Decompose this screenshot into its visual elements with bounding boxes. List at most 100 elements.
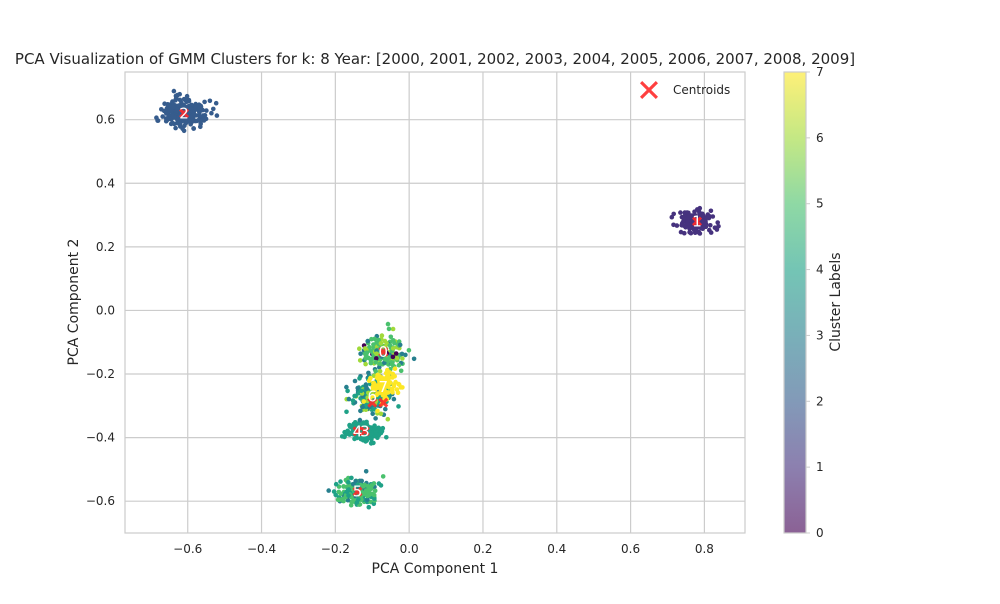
data-point [390, 326, 396, 332]
grid-lines [125, 72, 745, 533]
data-point [385, 374, 391, 380]
data-point [340, 496, 346, 502]
data-point [164, 111, 169, 116]
data-point [331, 489, 337, 494]
data-point [200, 107, 205, 113]
data-point [344, 384, 349, 390]
data-point [377, 361, 383, 367]
data-point [207, 98, 213, 104]
data-point [368, 484, 374, 490]
data-point [165, 117, 170, 123]
data-point [358, 351, 363, 357]
data-point [211, 106, 216, 112]
data-point [385, 416, 391, 422]
cluster-label: 4 [353, 422, 363, 440]
data-point [671, 211, 676, 217]
data-point [350, 398, 356, 403]
data-point [198, 124, 203, 130]
data-point [363, 439, 368, 444]
data-point [357, 417, 363, 423]
data-point [170, 104, 176, 110]
data-point [687, 229, 692, 235]
data-point [361, 484, 366, 489]
x-tick-label: 0.6 [621, 542, 640, 556]
data-point [341, 484, 346, 489]
colorbar-label: Cluster Labels [828, 252, 844, 351]
data-point [700, 222, 706, 228]
data-point [386, 384, 391, 390]
data-point [368, 360, 374, 366]
data-point [367, 344, 372, 350]
data-point [366, 504, 372, 510]
data-point [362, 346, 368, 351]
y-axis-label: PCA Component 2 [66, 239, 82, 366]
data-point [671, 222, 676, 228]
data-point [708, 223, 713, 228]
data-point [176, 121, 181, 126]
data-point [338, 479, 343, 484]
data-point [406, 348, 412, 353]
data-point [375, 408, 380, 414]
data-point [396, 382, 402, 387]
data-point [162, 101, 167, 106]
data-point [368, 375, 373, 381]
data-point [360, 404, 365, 410]
data-point [353, 393, 358, 399]
data-point [715, 220, 720, 225]
data-point [390, 346, 396, 351]
data-point [379, 380, 385, 386]
legend-centroid-marker [640, 81, 658, 99]
data-point [386, 326, 392, 332]
data-point [364, 386, 370, 391]
data-point [371, 381, 376, 386]
data-point [209, 110, 214, 116]
data-point [705, 212, 711, 217]
data-point [347, 422, 352, 428]
data-point [391, 384, 397, 389]
data-point [169, 117, 174, 122]
y-tick-labels: −0.6 −0.4 −0.2 0.0 0.2 0.4 0.6 [86, 113, 115, 509]
data-point [697, 211, 702, 216]
data-point [691, 227, 697, 232]
data-point [200, 113, 206, 118]
data-point [378, 411, 384, 417]
x-tick-label: −0.4 [247, 542, 276, 556]
data-point [378, 388, 384, 394]
data-point [363, 361, 368, 367]
data-point [336, 489, 342, 495]
data-point [379, 429, 385, 434]
data-point [353, 478, 359, 484]
data-point [355, 482, 360, 488]
data-point [346, 479, 351, 485]
data-point [348, 502, 354, 508]
data-point [154, 115, 159, 120]
plot-frame [124, 71, 746, 534]
data-point [394, 355, 400, 361]
data-point [374, 432, 380, 438]
data-point [203, 116, 209, 122]
data-point [372, 426, 378, 431]
data-point [352, 378, 358, 384]
legend-entry-centroids: Centroids [673, 83, 730, 97]
data-point [346, 396, 352, 402]
data-point [373, 359, 378, 365]
data-point [689, 213, 695, 218]
data-point [378, 483, 384, 488]
data-point [377, 368, 383, 374]
data-point [342, 434, 347, 440]
centroid-marker [692, 216, 703, 227]
data-point [400, 356, 405, 361]
data-point [373, 416, 378, 421]
y-tick-label: −0.6 [86, 494, 115, 508]
data-point [376, 425, 381, 431]
data-point [366, 491, 371, 496]
x-tick-label: 0.0 [400, 542, 419, 556]
data-point [170, 120, 175, 126]
colorbar-tick-label: 3 [816, 328, 824, 342]
data-point [366, 370, 371, 376]
data-point [346, 493, 351, 498]
data-point [389, 360, 394, 365]
data-point [372, 488, 378, 494]
data-point [365, 338, 371, 344]
data-point [380, 474, 386, 479]
